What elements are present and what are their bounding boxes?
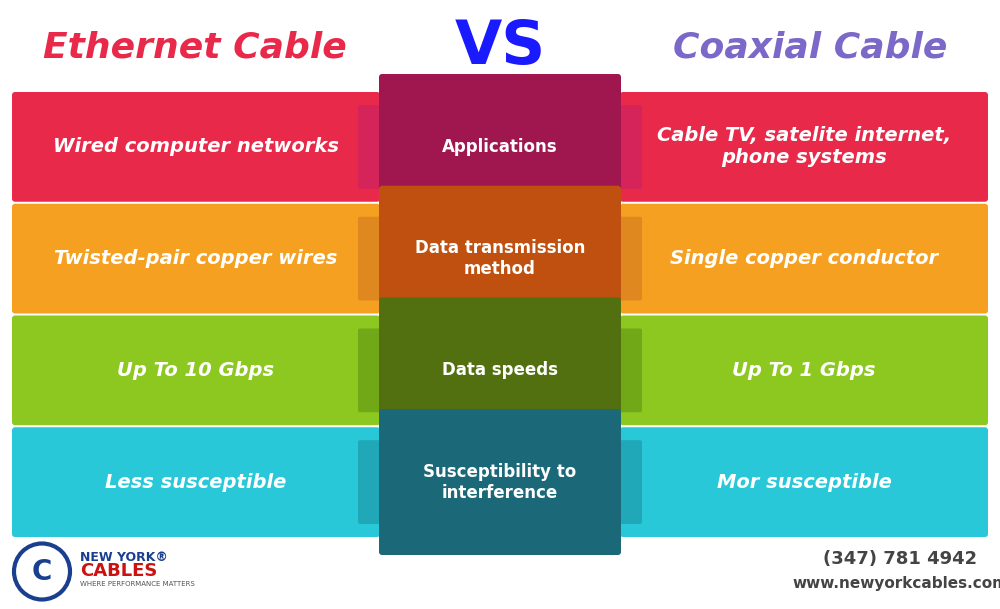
Text: Data transmission
method: Data transmission method xyxy=(415,239,585,278)
FancyBboxPatch shape xyxy=(379,409,621,555)
FancyBboxPatch shape xyxy=(379,74,621,220)
Text: Mor susceptible: Mor susceptible xyxy=(717,473,891,491)
Text: VS: VS xyxy=(454,18,546,77)
FancyBboxPatch shape xyxy=(358,328,388,412)
Text: (347) 781 4942: (347) 781 4942 xyxy=(823,551,977,568)
FancyBboxPatch shape xyxy=(612,440,642,524)
FancyBboxPatch shape xyxy=(12,92,380,202)
Text: NEW YORK®: NEW YORK® xyxy=(80,551,168,564)
FancyBboxPatch shape xyxy=(358,440,388,524)
Text: Cable TV, satelite internet,
phone systems: Cable TV, satelite internet, phone syste… xyxy=(657,127,951,167)
FancyBboxPatch shape xyxy=(620,92,988,202)
Text: Coaxial Cable: Coaxial Cable xyxy=(673,30,947,65)
Text: Wired computer networks: Wired computer networks xyxy=(53,138,339,157)
FancyBboxPatch shape xyxy=(612,328,642,412)
FancyBboxPatch shape xyxy=(620,428,988,537)
Text: Less susceptible: Less susceptible xyxy=(105,473,287,491)
Text: WHERE PERFORMANCE MATTERS: WHERE PERFORMANCE MATTERS xyxy=(80,582,195,588)
Text: Up To 1 Gbps: Up To 1 Gbps xyxy=(732,361,876,380)
Text: Susceptibility to
interference: Susceptibility to interference xyxy=(423,463,577,502)
Text: Data speeds: Data speeds xyxy=(442,361,558,379)
FancyBboxPatch shape xyxy=(12,428,380,537)
FancyBboxPatch shape xyxy=(379,186,621,331)
Text: Ethernet Cable: Ethernet Cable xyxy=(43,30,347,65)
FancyBboxPatch shape xyxy=(12,315,380,425)
Text: www.newyorkcables.com: www.newyorkcables.com xyxy=(792,576,1000,591)
Text: Up To 10 Gbps: Up To 10 Gbps xyxy=(117,361,275,380)
Text: CABLES: CABLES xyxy=(80,561,157,580)
FancyBboxPatch shape xyxy=(12,204,380,314)
FancyBboxPatch shape xyxy=(620,204,988,314)
FancyBboxPatch shape xyxy=(358,105,388,189)
Text: C: C xyxy=(32,557,52,585)
FancyBboxPatch shape xyxy=(358,217,388,300)
Text: Twisted-pair copper wires: Twisted-pair copper wires xyxy=(54,249,338,268)
Text: Applications: Applications xyxy=(442,138,558,156)
FancyBboxPatch shape xyxy=(379,298,621,443)
FancyBboxPatch shape xyxy=(612,217,642,300)
Text: Single copper conductor: Single copper conductor xyxy=(670,249,938,268)
FancyBboxPatch shape xyxy=(620,315,988,425)
FancyBboxPatch shape xyxy=(612,105,642,189)
